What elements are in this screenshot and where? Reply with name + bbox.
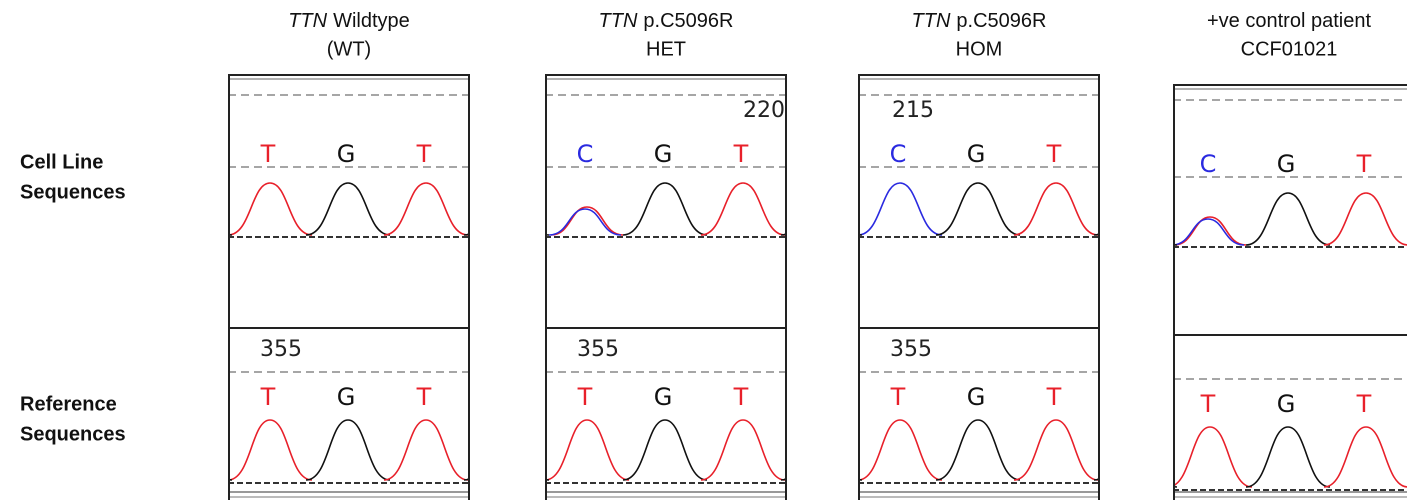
peak (148, 183, 232, 235)
peak (384, 420, 468, 480)
peak (465, 420, 549, 480)
base-call: C (890, 140, 907, 168)
peak (1094, 183, 1178, 235)
column-subtitle: CCF01021 (1241, 38, 1338, 60)
row-label: Sequences (20, 423, 126, 445)
column-subtitle: HOM (956, 38, 1003, 60)
peak (464, 420, 548, 480)
base-call: T (733, 383, 749, 411)
base-call: G (337, 383, 356, 411)
base-call: C (577, 140, 594, 168)
base-call: G (654, 383, 673, 411)
peak (1324, 193, 1407, 245)
panel: T G T 355 T G T (148, 75, 548, 500)
peak (1172, 219, 1244, 245)
variant-label: p.C5096R (956, 10, 1046, 32)
base-call: T (577, 383, 593, 411)
gene-name: TTN (288, 10, 327, 32)
peak (1168, 427, 1252, 487)
peak (549, 209, 621, 235)
base-call: G (967, 140, 986, 168)
peak (623, 420, 707, 480)
peak (148, 420, 232, 480)
position-number: 215 (892, 98, 934, 123)
base-call: T (1046, 140, 1062, 168)
row-label: Sequences (20, 181, 126, 203)
variant-label: p.C5096R (643, 10, 733, 32)
peak (781, 183, 865, 235)
column-title: TTN Wildtype (288, 10, 410, 32)
base-call: T (733, 140, 749, 168)
gene-name: TTN (912, 10, 951, 32)
peak (545, 420, 629, 480)
peak (623, 183, 707, 235)
peak (701, 420, 785, 480)
peak (465, 183, 549, 235)
peak (1094, 420, 1178, 480)
page: Cell Line Sequences Reference Sequences … (0, 0, 1407, 500)
base-call: G (1277, 390, 1296, 418)
peak (701, 183, 785, 235)
peak (1246, 193, 1330, 245)
column-subtitle: HET (646, 38, 686, 60)
panel: 220 C G T 355 T G T (465, 75, 865, 500)
peak (858, 183, 942, 235)
position-number: 355 (890, 337, 932, 362)
peak (306, 420, 390, 480)
panel: C G T T G T (1093, 85, 1407, 500)
base-call: T (260, 383, 276, 411)
base-call: T (890, 383, 906, 411)
peak (1093, 427, 1177, 487)
base-call: T (416, 140, 432, 168)
panel: 215 C G T 355 T G T (778, 75, 1178, 500)
position-number: 355 (260, 337, 302, 362)
base-call: T (1200, 390, 1216, 418)
figure: Cell Line Sequences Reference Sequences … (0, 0, 1407, 500)
column-subtitle: (WT) (327, 38, 371, 60)
peak (464, 183, 548, 235)
peak (1246, 427, 1330, 487)
base-call: T (1356, 390, 1372, 418)
row-label: Reference (20, 393, 117, 415)
peak (778, 183, 862, 235)
peak (228, 183, 312, 235)
row-label: Cell Line (20, 151, 103, 173)
base-call: T (416, 383, 432, 411)
peak (228, 420, 312, 480)
peak (306, 183, 390, 235)
base-call: C (1200, 150, 1217, 178)
base-call: G (1277, 150, 1296, 178)
base-call: G (967, 383, 986, 411)
base-call: T (1046, 383, 1062, 411)
base-call: T (1356, 150, 1372, 178)
peak (1014, 183, 1098, 235)
peak (1014, 420, 1098, 480)
peak (936, 183, 1020, 235)
column-title: +ve control patient (1207, 10, 1371, 32)
peak (781, 420, 865, 480)
peak (1093, 193, 1177, 245)
gene-name: TTN (599, 10, 638, 32)
base-call: G (337, 140, 356, 168)
position-number: 355 (577, 337, 619, 362)
position-number: 220 (743, 98, 785, 123)
variant-label: +ve control patient (1207, 10, 1371, 32)
base-call: T (260, 140, 276, 168)
peak (936, 420, 1020, 480)
peak (1324, 427, 1407, 487)
base-call: G (654, 140, 673, 168)
variant-label: Wildtype (333, 10, 410, 32)
peak (778, 420, 862, 480)
peak (858, 420, 942, 480)
peak (384, 183, 468, 235)
